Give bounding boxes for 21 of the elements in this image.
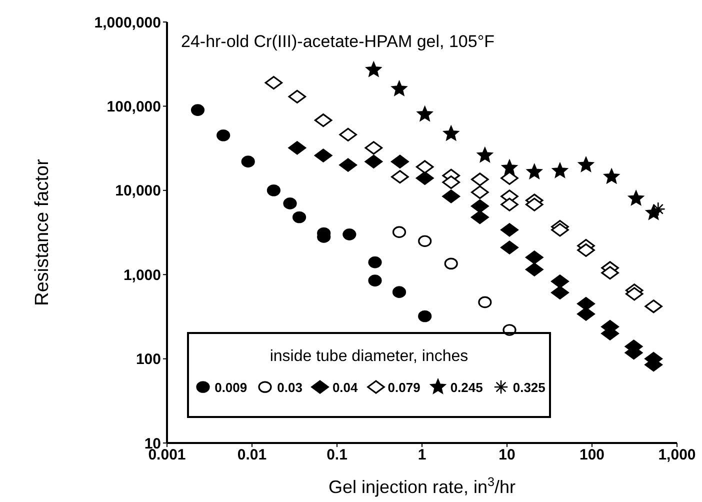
y-tick-label: 100 [136, 351, 161, 368]
y-tick-label: 10,000 [115, 182, 161, 200]
y-tick-label: 100,000 [106, 98, 161, 116]
text: 24-hr-old Cr(III)-acetate-HPAM gel, 105°F [181, 32, 495, 52]
legend-label: 0.079 [388, 380, 420, 394]
x-axis-title: Gel injection rate, in$^{3}$/hr [328, 475, 516, 497]
x-tick-label: 100 [579, 446, 605, 464]
legend-label: 0.03 [277, 380, 302, 394]
x-tick-label: 1,000 [658, 446, 696, 464]
x-tick-label: 10 [498, 446, 516, 464]
legend-label: 0.245 [450, 380, 483, 394]
legend-label: 0.04 [332, 380, 358, 394]
legend-label: 0.009 [214, 380, 248, 394]
y-tick-label: 1,000,000 [94, 14, 161, 32]
legend-label: 0.325 [512, 380, 546, 394]
x-tick-label: 1 [418, 446, 426, 464]
y-axis-title: Resistance factor [32, 158, 53, 306]
x-tick-label: 0.01 [237, 446, 267, 464]
legend-title: inside tube diameter, inches [268, 348, 470, 365]
y-tick-label: 1,000 [123, 266, 161, 284]
x-tick-label: 0.1 [326, 446, 348, 464]
